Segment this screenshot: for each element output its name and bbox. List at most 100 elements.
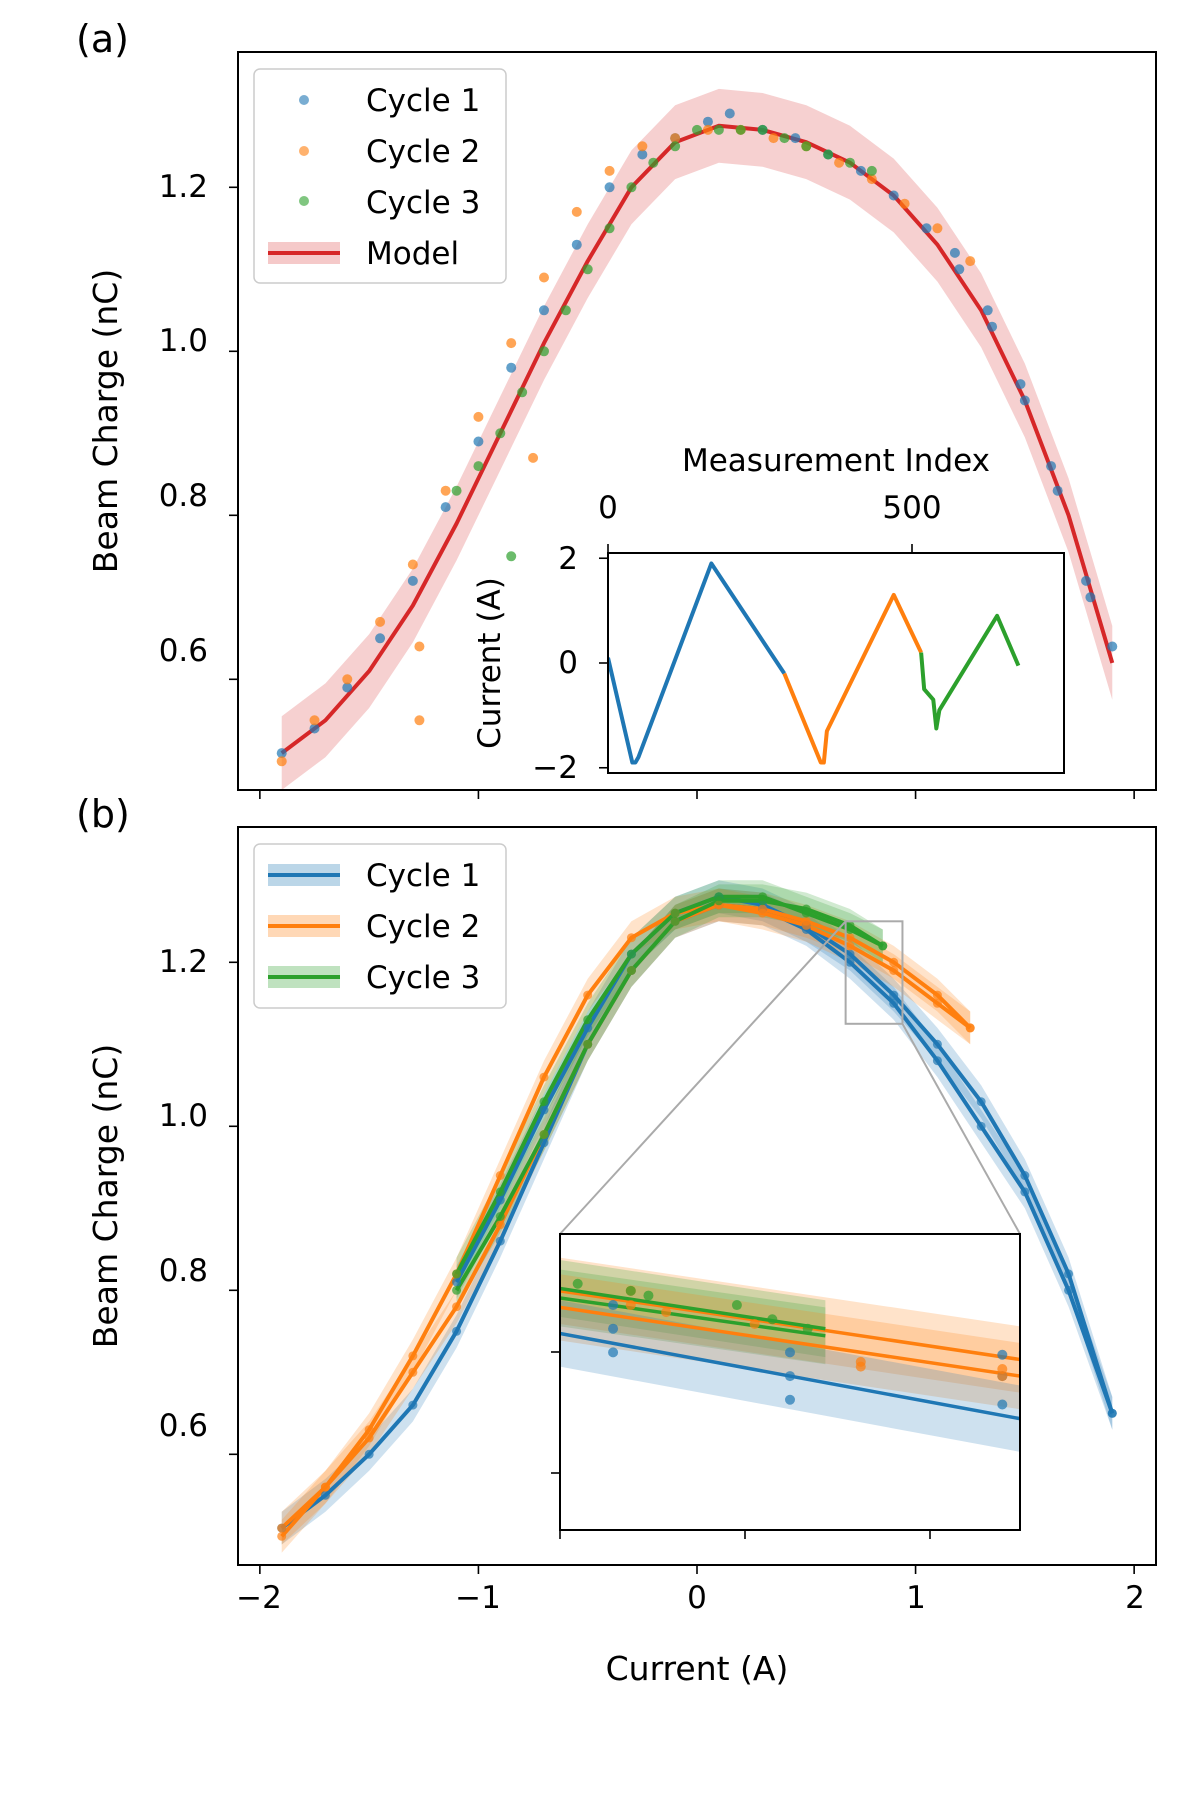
legend-label-model: Model <box>366 236 459 272</box>
data-point-cycle-1 <box>539 305 549 316</box>
data-point-cycle-1 <box>855 165 866 176</box>
inset-data-point <box>997 1399 1008 1410</box>
inset-line-cycle-2 <box>782 592 923 765</box>
panel-b-legend: Cycle 1 Cycle 2 Cycle 3 <box>253 843 507 1009</box>
data-point-cycle-1-up <box>889 990 899 1000</box>
inset-data-point <box>785 1347 795 1358</box>
panel-a-x-ticks <box>259 790 1135 799</box>
data-point-cycle-2-up <box>758 904 768 914</box>
data-point-cycle-1 <box>982 305 993 316</box>
inset-data-point <box>855 1361 866 1372</box>
data-point-cycle-2-down <box>277 1531 287 1541</box>
panel-b-ytick-label: 1.2 <box>159 944 208 980</box>
legend-marker-cycle-1 <box>299 95 309 105</box>
data-point-cycle-2-down <box>583 990 593 1000</box>
data-point-cycle-1-down <box>932 1056 942 1066</box>
data-point-cycle-3 <box>506 551 517 562</box>
data-point-cycle-2 <box>506 338 517 349</box>
inset-line-cycle-2-lower <box>560 1305 1020 1378</box>
inset-data-point <box>749 1318 760 1329</box>
data-point-cycle-1 <box>440 502 451 513</box>
legend-marker-cycle-2 <box>299 146 309 156</box>
data-point-cycle-2-down <box>932 998 942 1008</box>
data-point-cycle-1-down <box>452 1326 462 1336</box>
data-point-cycle-3 <box>604 223 615 234</box>
data-point-cycle-2 <box>309 715 320 726</box>
panel-a-inset-ytick-label: 2 <box>558 541 578 577</box>
data-point-cycle-1 <box>949 247 960 258</box>
data-point-cycle-2 <box>965 256 976 267</box>
data-point-cycle-3 <box>539 346 549 357</box>
legend-label-cycle-3: Cycle 3 <box>366 960 480 996</box>
data-point-cycle-1 <box>473 436 484 447</box>
data-point-cycle-2-down <box>495 1171 505 1180</box>
data-point-cycle-2 <box>473 411 484 422</box>
data-point-cycle-1-down <box>889 998 899 1008</box>
inset-data-point <box>731 1300 742 1311</box>
zoom-region-box <box>844 920 904 1025</box>
data-point-cycle-3 <box>670 141 681 152</box>
panel-a-inset-xlabel: Measurement Index <box>682 443 990 479</box>
data-point-cycle-1 <box>407 575 418 586</box>
panel-a-inset: Measurement Index Current (A) −2 0 2 0 50… <box>472 443 1065 786</box>
data-point-cycle-3 <box>692 124 702 135</box>
data-point-cycle-2 <box>276 756 287 767</box>
panel-b-xlabel: Current (A) <box>606 1649 789 1688</box>
data-point-cycle-2-down <box>364 1425 374 1435</box>
panel-b-ylabel: Beam Charge (nC) <box>86 1044 125 1348</box>
panel-a-ytick-label: 0.8 <box>159 478 208 514</box>
data-point-cycle-1 <box>506 362 517 373</box>
panel-a-inset-xtick-label: 500 <box>882 490 941 526</box>
inset-data-point <box>625 1300 636 1311</box>
data-point-cycle-1 <box>702 116 713 127</box>
data-point-cycle-1-down <box>1020 1187 1030 1197</box>
data-point-cycle-1-up <box>976 1097 986 1107</box>
data-point-cycle-3 <box>866 165 877 176</box>
data-point-cycle-1 <box>987 321 998 332</box>
inset-data-point <box>643 1290 654 1301</box>
data-point-cycle-2 <box>407 559 418 570</box>
data-point-cycle-2 <box>342 674 353 685</box>
data-point-cycle-1-up <box>583 1023 593 1033</box>
inset-data-point <box>608 1347 619 1358</box>
data-point-cycle-3 <box>648 157 659 168</box>
panel-a-inset-background <box>608 553 1064 773</box>
data-point-cycle-1-down <box>539 1138 549 1148</box>
panel-a-ytick-label: 1.2 <box>159 169 208 205</box>
panel-a-label: (a) <box>76 17 129 61</box>
data-point-cycle-2 <box>604 165 615 176</box>
data-point-cycle-2-up <box>965 1023 975 1033</box>
data-point-cycle-1 <box>276 748 287 759</box>
data-point-cycle-1 <box>375 633 386 644</box>
data-point-cycle-2 <box>414 641 425 652</box>
data-point-cycle-3 <box>473 461 484 472</box>
data-point-cycle-3 <box>517 387 528 398</box>
inset-data-point <box>785 1371 795 1382</box>
data-point-cycle-1-down <box>364 1449 374 1459</box>
data-point-cycle-2-up <box>452 1302 462 1312</box>
data-point-cycle-1 <box>604 182 615 193</box>
data-point-cycle-3 <box>757 124 768 135</box>
data-point-cycle-1 <box>1107 641 1118 652</box>
inset-line-cycle-3-upper <box>560 1286 826 1331</box>
panel-b-xtick-label: 0 <box>687 1580 707 1616</box>
panel-b-ytick-label: 0.8 <box>159 1253 208 1289</box>
panel-b-xtick-label: −2 <box>236 1580 282 1616</box>
data-point-cycle-1 <box>1085 592 1096 603</box>
data-point-cycle-1 <box>1081 575 1092 586</box>
data-point-cycle-3 <box>495 428 506 439</box>
panel-b-ytick-label: 1.0 <box>159 1098 208 1134</box>
data-point-cycle-1 <box>571 239 582 250</box>
panel-a-inset-ytick-label: 0 <box>558 645 578 681</box>
inset-data-point <box>997 1363 1008 1374</box>
data-point-cycle-2 <box>375 616 386 627</box>
panel-b-xtick-label: 2 <box>1125 1580 1145 1616</box>
inset-data-point <box>785 1394 795 1405</box>
data-point-cycle-3 <box>582 264 593 275</box>
inset-data-point <box>625 1285 636 1296</box>
panel-a-inset-ylabel: Current (A) <box>472 577 508 749</box>
data-point-cycle-3 <box>713 124 724 135</box>
data-point-cycle-2 <box>637 141 648 152</box>
panel-b-xtick-label: 1 <box>906 1580 926 1616</box>
